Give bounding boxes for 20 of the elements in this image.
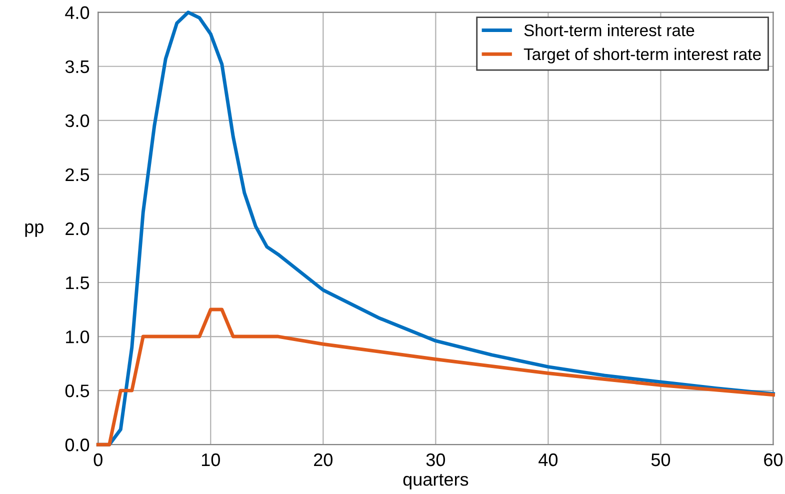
y-tick-label: 2.0: [66, 222, 90, 236]
x-tick-label: 0: [94, 453, 102, 466]
y-tick-label: 0.0: [65, 438, 90, 452]
y-tick-label: 0.5: [65, 384, 90, 398]
y-tick-label: 1.0: [66, 330, 90, 344]
x-tick-label: 10: [202, 453, 220, 466]
y-tick-label: 1.5: [66, 276, 90, 290]
y-tick-label: 2.5: [66, 168, 90, 182]
x-tick-label: 60: [764, 453, 783, 466]
x-axis-title: quarters: [403, 474, 468, 490]
y-tick-label: 3.5: [65, 60, 90, 74]
y-tick-label: 4.0: [65, 6, 90, 20]
x-tick-label: 50: [651, 453, 670, 466]
y-tick-label: 3.0: [65, 114, 90, 128]
legend-label: Target of short-term interest rate: [524, 48, 761, 64]
x-tick-label: 40: [538, 453, 558, 466]
legend-label: Short-term interest rate: [524, 24, 694, 36]
y-axis-title: pp: [25, 223, 44, 237]
x-tick-label: 20: [314, 453, 332, 466]
x-tick-label: 30: [426, 453, 446, 466]
